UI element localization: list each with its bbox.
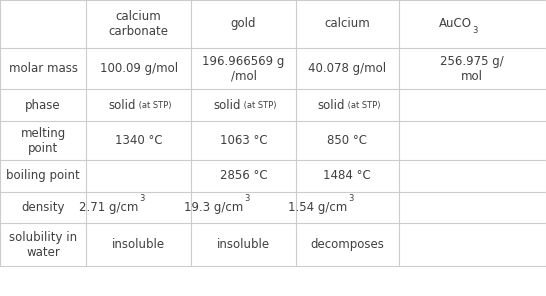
Text: 19.3 g/cm: 19.3 g/cm [184,201,244,214]
Text: boiling point: boiling point [6,170,80,182]
Text: (at STP): (at STP) [136,101,171,110]
Text: 196.966569 g
/mol: 196.966569 g /mol [203,55,284,83]
Text: 2.71 g/cm: 2.71 g/cm [79,201,139,214]
Text: 3: 3 [348,194,353,203]
Text: solid: solid [317,99,345,112]
Text: 1484 °C: 1484 °C [323,170,371,182]
Text: 100.09 g/mol: 100.09 g/mol [99,62,178,75]
Text: phase: phase [25,99,61,112]
Text: solid: solid [109,99,136,112]
Text: insoluble: insoluble [217,239,270,251]
Text: 850 °C: 850 °C [327,134,367,147]
Text: melting
point: melting point [21,127,66,155]
Text: (at STP): (at STP) [345,101,380,110]
Text: 3: 3 [472,26,478,35]
Text: 3: 3 [244,194,250,203]
Text: gold: gold [231,17,256,30]
Text: 2856 °C: 2856 °C [219,170,268,182]
Text: 1340 °C: 1340 °C [115,134,163,147]
Text: solubility in
water: solubility in water [9,231,77,259]
Text: AuCO: AuCO [440,17,472,30]
Text: calcium
carbonate: calcium carbonate [109,10,169,38]
Text: 1.54 g/cm: 1.54 g/cm [288,201,347,214]
Text: calcium: calcium [324,17,370,30]
Text: decomposes: decomposes [310,239,384,251]
Text: insoluble: insoluble [112,239,165,251]
Text: solid: solid [213,99,241,112]
Text: 1063 °C: 1063 °C [219,134,268,147]
Text: molar mass: molar mass [9,62,78,75]
Text: density: density [21,201,65,214]
Text: 3: 3 [139,194,145,203]
Text: 40.078 g/mol: 40.078 g/mol [308,62,387,75]
Text: 256.975 g/
mol: 256.975 g/ mol [441,55,504,83]
Text: (at STP): (at STP) [241,101,276,110]
